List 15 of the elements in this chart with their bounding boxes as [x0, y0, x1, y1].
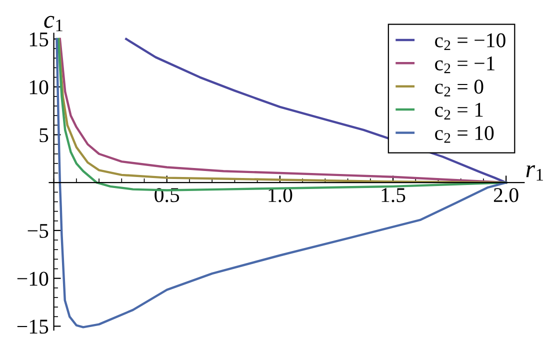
x-tick-label: 1.5 [382, 188, 406, 202]
y-axis-title: c$_{1}$ [44, 16, 62, 32]
y-tick-label: 5 [40, 128, 48, 142]
legend-label: c$_{2}$ = 10 [435, 126, 494, 143]
x-tick-label: 2.0 [494, 188, 518, 202]
legend-label: c$_{2}$ = 1 [435, 102, 483, 120]
legend-label: c$_{2}$ = −1 [435, 56, 495, 74]
y-tick-label: −15 [17, 320, 48, 334]
y-tick-label: −5 [28, 224, 48, 238]
y-tick-label: −10 [17, 272, 48, 286]
x-axis-title: r$_{1}$ [526, 165, 543, 181]
legend-label: c$_{2}$ = −10 [435, 33, 506, 50]
y-tick-label: 15 [30, 32, 48, 46]
legend-label: c$_{2}$ = 0 [435, 80, 484, 96]
y-tick-label: 10 [30, 80, 48, 94]
